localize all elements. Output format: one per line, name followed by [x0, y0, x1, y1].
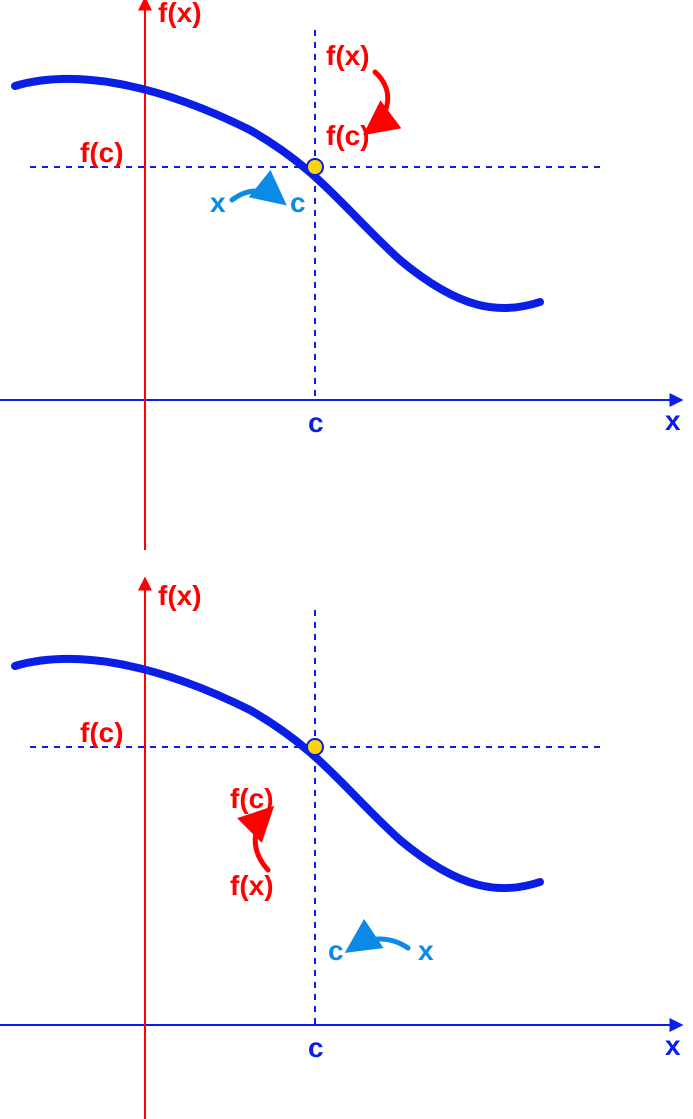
label-c_on_axis: c: [308, 1032, 324, 1063]
label-fx_near: f(x): [326, 40, 370, 71]
label-x_to_c_x: x: [418, 935, 434, 966]
label-xaxis: x: [665, 405, 681, 436]
label-fc_left: f(c): [80, 717, 124, 748]
diagram-canvas: f(x) x c f(c) f(x) f(c) x c f(x) x c f(c) f(c) f(x) c x: [0, 0, 693, 1119]
label-c_on_axis: c: [308, 407, 324, 438]
label-fc_near: f(c): [230, 783, 274, 814]
point-fc: [307, 739, 323, 755]
label-x_to_c_c: c: [328, 935, 344, 966]
label-xaxis: x: [665, 1030, 681, 1061]
label-fc_near: f(c): [326, 120, 370, 151]
label-x_to_c_x: x: [210, 187, 226, 218]
label-yaxis: f(x): [158, 580, 202, 611]
label-yaxis: f(x): [158, 0, 202, 28]
point-fc: [307, 159, 323, 175]
label-fx_near: f(x): [230, 870, 274, 901]
label-x_to_c_c: c: [290, 187, 306, 218]
label-fc_left: f(c): [80, 137, 124, 168]
